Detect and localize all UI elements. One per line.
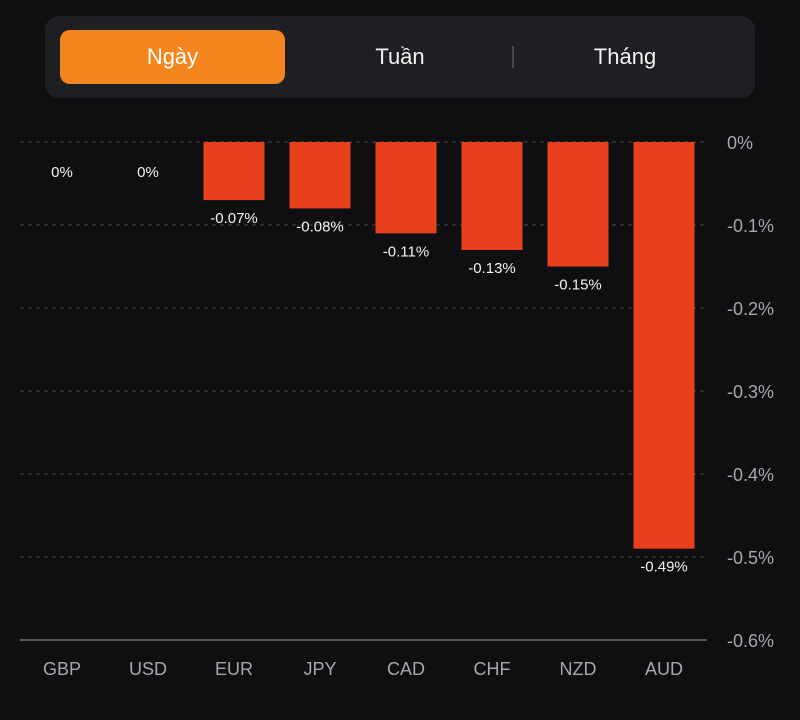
category-label-usd: USD [129,659,167,679]
y-tick-label: 0% [727,133,753,153]
tab-day[interactable]: Ngày [60,30,285,84]
data-label-gbp: 0% [51,164,73,181]
category-label-nzd: NZD [560,659,597,679]
category-label-aud: AUD [645,659,683,679]
grid-lines [20,141,707,641]
data-label-jpy: -0.08% [296,218,344,235]
bar-eur [203,142,265,201]
category-label-gbp: GBP [43,659,81,679]
data-label-nzd: -0.15% [554,277,602,294]
y-tick-label: -0.5% [727,548,774,568]
category-label-jpy: JPY [303,659,336,679]
bar-chf [461,142,523,250]
bar-aud [633,142,695,549]
tab-divider [512,46,514,68]
data-label-chf: -0.13% [468,260,516,277]
y-tick-label: -0.1% [727,216,774,236]
bar-jpy [289,142,351,209]
x-axis-categories: GBP USD EUR JPY CAD CHF NZD AUD [43,659,683,679]
y-tick-label: -0.6% [727,631,774,651]
y-tick-label: -0.2% [727,299,774,319]
period-selector: Ngày Tuần Tháng [45,16,755,98]
bar-nzd [547,142,609,267]
tab-week[interactable]: Tuần [375,44,425,69]
data-label-aud: -0.49% [640,559,688,576]
y-axis-ticks: 0% -0.1% -0.2% -0.3% -0.4% -0.5% -0.6% [727,133,774,651]
category-label-cad: CAD [387,659,425,679]
data-label-usd: 0% [137,164,159,181]
category-label-eur: EUR [215,659,253,679]
data-labels: 0% 0% -0.07% -0.08% -0.11% -0.13% -0.15% -0.49% [51,164,688,576]
data-label-eur: -0.07% [210,210,258,227]
data-label-cad: -0.11% [383,243,429,260]
tab-month[interactable]: Tháng [593,44,657,69]
bars [203,142,695,549]
y-tick-label: -0.4% [727,465,774,485]
bar-cad [375,142,437,234]
y-tick-label: -0.3% [727,382,774,402]
category-label-chf: CHF [474,659,511,679]
